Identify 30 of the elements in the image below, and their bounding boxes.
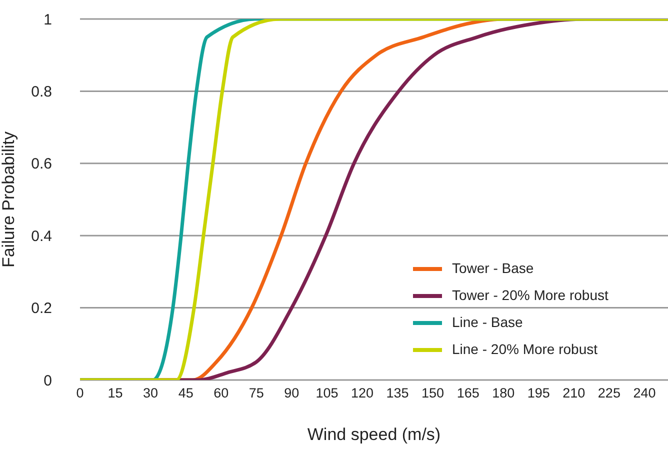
y-tick-label: 0.4 [31, 228, 52, 245]
y-tick-label: 0 [44, 372, 52, 390]
line-series [80, 19, 668, 380]
x-tick-label: 195 [527, 386, 550, 401]
y-tick-label: 1 [44, 11, 52, 28]
legend-label: Tower - Base [452, 259, 534, 278]
x-tick-label: 0 [76, 386, 84, 401]
x-tick-label: 60 [214, 386, 229, 401]
x-tick-label: 135 [386, 386, 409, 401]
x-tick-label: 105 [316, 386, 338, 401]
x-tick-label: 225 [598, 386, 620, 401]
x-tick-label: 180 [492, 386, 515, 401]
y-tick-label: 0.8 [31, 84, 52, 101]
y-axis-title: Failure Probability [0, 130, 18, 268]
x-tick-label: 120 [350, 386, 374, 401]
x-tick-label: 45 [178, 386, 194, 401]
x-tick-label: 15 [108, 386, 123, 401]
y-tick-label: 0.2 [31, 300, 52, 318]
y-tick-label: 0.6 [31, 156, 52, 173]
x-tick-label: 165 [456, 386, 480, 401]
legend-label: Tower - 20% More robust [452, 286, 608, 305]
x-tick-label: 90 [284, 386, 300, 401]
x-tick-label: 75 [248, 386, 264, 401]
x-tick-label: 30 [143, 386, 158, 401]
x-tick-label: 150 [422, 386, 444, 401]
legend-label: Line - 20% More robust [452, 340, 598, 359]
x-axis-title: Wind speed (m/s) [307, 425, 441, 444]
x-tick-label: 210 [562, 386, 586, 401]
legend-label: Line - Base [452, 313, 523, 332]
x-tick-label: 240 [633, 386, 656, 401]
